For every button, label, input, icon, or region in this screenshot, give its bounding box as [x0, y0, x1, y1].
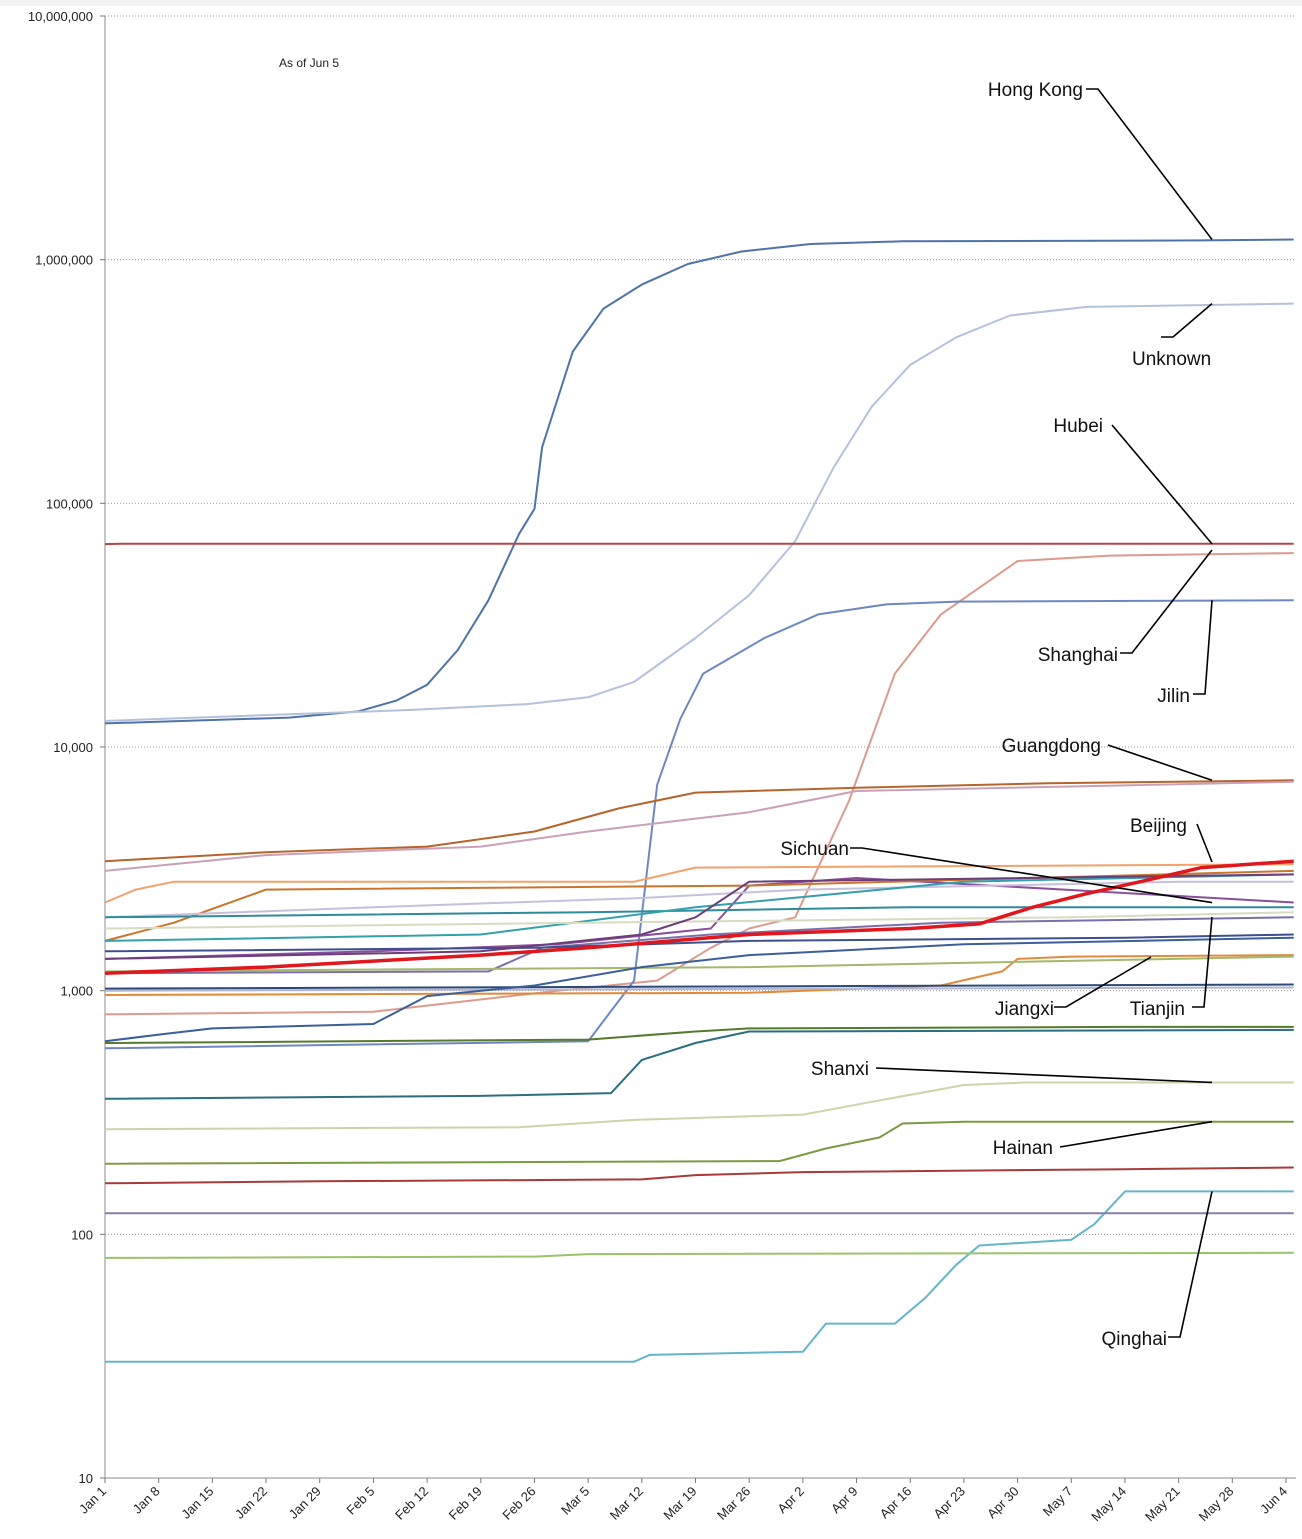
series-line-shanghai — [104, 552, 1294, 1016]
series-line-beijing — [104, 859, 1294, 975]
series-line-hong-kong — [104, 238, 1294, 725]
series-line-tianjin — [104, 916, 1294, 975]
x-tick-label: Jun 4 — [1257, 1484, 1290, 1517]
series-line-hainan — [104, 1120, 1294, 1165]
x-tick-label: Feb 12 — [392, 1484, 431, 1523]
x-tick-label: Mar 19 — [660, 1484, 699, 1523]
leader-line-hainan — [1059, 1120, 1213, 1148]
series-label-hong-kong: Hong Kong — [988, 80, 1083, 101]
x-tick-label: Feb 5 — [343, 1484, 377, 1518]
series-line-unlabeled — [104, 986, 1294, 992]
series-label-jilin: Jilin — [1157, 686, 1190, 707]
leader-line-unknown — [1161, 303, 1213, 338]
x-tick-label: Jan 22 — [232, 1484, 270, 1522]
series-label-guangdong: Guangdong — [1002, 736, 1101, 757]
gridlines — [105, 15, 1296, 1235]
axes: 10 100 1,000 10,000 100,000 1,000,000 10,000,0… — [28, 9, 1296, 1524]
x-tick-label: May 21 — [1142, 1484, 1183, 1525]
leader-line-shanghai — [1120, 549, 1213, 654]
y-tick-label: 100,000 — [46, 496, 93, 511]
as-of-annotation: As of Jun 5 — [279, 56, 339, 70]
leader-line-hubei — [1111, 424, 1213, 545]
x-tick-label: May 28 — [1196, 1484, 1237, 1525]
x-tick-label: Feb 26 — [499, 1484, 538, 1523]
series-line-unlabeled — [104, 873, 1294, 960]
x-tick-label: Jan 1 — [76, 1484, 109, 1517]
series-line-unlabeled — [104, 1025, 1294, 1044]
series-line-unlabeled — [104, 1251, 1294, 1259]
series-line-unlabeled — [104, 983, 1294, 990]
x-tick-label: May 14 — [1088, 1484, 1129, 1525]
series-line-unlabeled — [104, 1028, 1294, 1100]
series-line-unlabeled — [104, 780, 1294, 872]
leader-line-guangdong — [1107, 744, 1213, 782]
x-tick-label: Apr 23 — [930, 1484, 968, 1522]
series-layer — [104, 238, 1294, 1363]
series-label-hainan: Hainan — [993, 1138, 1053, 1159]
series-label-qinghai: Qinghai — [1102, 1329, 1168, 1350]
series-line-unlabeled — [104, 873, 1294, 942]
x-tick-label: Apr 16 — [877, 1484, 915, 1522]
series-label-shanghai: Shanghai — [1038, 645, 1118, 666]
x-tick-label: Apr 30 — [984, 1484, 1022, 1522]
leader-line-qinghai — [1168, 1191, 1213, 1338]
x-tick-label: Apr 9 — [828, 1484, 861, 1517]
x-tick-label: Jan 29 — [286, 1484, 324, 1522]
y-tick-label: 10,000 — [53, 740, 93, 755]
leader-line-hong-kong — [1086, 88, 1213, 240]
series-label-sichuan: Sichuan — [780, 839, 849, 860]
series-line-unlabeled — [104, 1166, 1294, 1185]
series-line-unlabeled — [104, 863, 1294, 904]
x-tick-label: Mar 26 — [714, 1484, 753, 1523]
series-line-unlabeled — [104, 911, 1294, 930]
x-tick-label: Feb 19 — [446, 1484, 485, 1523]
y-tick-label: 1,000,000 — [35, 253, 93, 268]
series-line-unlabeled — [104, 933, 1294, 953]
leader-line-sichuan — [850, 847, 1213, 904]
series-label-shanxi: Shanxi — [811, 1059, 869, 1080]
series-line-unknown — [104, 302, 1294, 722]
leader-line-jiangxi — [1054, 956, 1152, 1008]
leader-line-beijing — [1196, 823, 1213, 863]
series-line-guangdong — [104, 779, 1294, 863]
y-tick-label: 1,000 — [60, 984, 93, 999]
title-strip — [0, 0, 1302, 6]
x-tick-label: Jan 8 — [130, 1484, 163, 1517]
series-line-sichuan — [104, 877, 1294, 960]
series-line-jiangxi — [104, 954, 1294, 996]
x-tick-label: Jan 15 — [178, 1484, 216, 1522]
leader-line-shanxi — [875, 1067, 1213, 1084]
x-tick-label: Mar 5 — [558, 1484, 592, 1518]
series-line-jilin — [104, 599, 1294, 1050]
series-label-hubei: Hubei — [1053, 416, 1103, 437]
y-tick-label: 10 — [79, 1471, 93, 1486]
x-tick-label: Mar 12 — [607, 1484, 646, 1523]
series-line-shanxi — [104, 1081, 1294, 1131]
x-tick-label: Apr 2 — [774, 1484, 807, 1517]
x-tick-label: May 7 — [1040, 1484, 1076, 1520]
y-tick-label: 10,000,000 — [28, 9, 93, 24]
series-label-unknown: Unknown — [1132, 349, 1211, 370]
series-line-unlabeled — [104, 880, 1294, 919]
leader-line-tianjin — [1192, 916, 1213, 1008]
series-line-unlabeled — [104, 955, 1294, 973]
series-line-unlabeled — [104, 906, 1294, 919]
series-line-qinghai — [105, 1190, 1294, 1363]
series-label-beijing: Beijing — [1130, 816, 1187, 837]
series-label-tianjin: Tianjin — [1130, 999, 1185, 1020]
y-tick-label: 100 — [71, 1227, 93, 1242]
series-line-unlabeled — [104, 936, 1294, 1043]
series-label-jiangxi: Jiangxi — [995, 999, 1054, 1020]
leader-line-jilin — [1193, 600, 1213, 695]
series-labels: Hong Kong Unknown Hubei Shanghai Jilin Guangd… — [780, 80, 1213, 1350]
